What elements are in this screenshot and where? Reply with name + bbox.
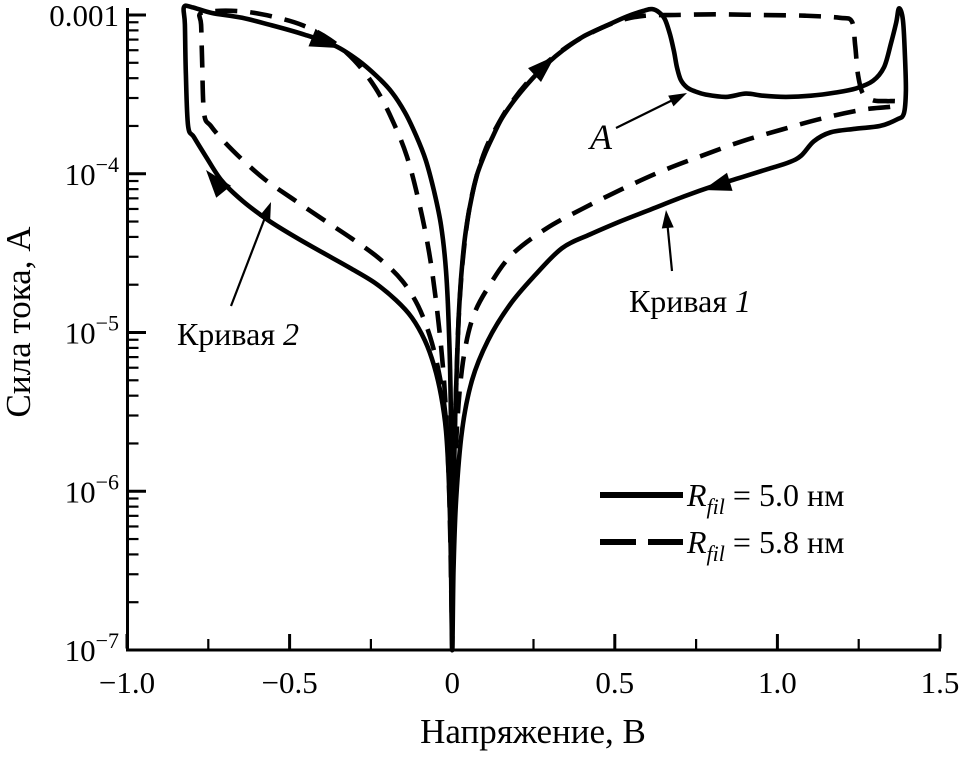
- annotation-arrow-line: [615, 96, 679, 129]
- x-axis-title: Напряжение, В: [420, 712, 646, 751]
- annotation-arrowhead: [668, 93, 687, 107]
- curve-direction-arrow: [206, 170, 232, 198]
- curve-direction-arrow: [528, 56, 555, 83]
- annotation-arrowhead: [258, 202, 271, 221]
- y-tick-label: 0.001: [49, 0, 119, 33]
- y-tick-label: 10−6: [65, 469, 119, 509]
- y-tick-label: 10−5: [65, 311, 119, 351]
- annotation-label: Кривая 2: [177, 316, 299, 352]
- x-tick-label: 0: [444, 665, 460, 700]
- curve-direction-arrow: [308, 28, 338, 48]
- annotation-arrowhead: [661, 210, 674, 229]
- curve-direction-arrow: [703, 172, 733, 191]
- y-axis-title: Сила тока, А: [0, 226, 38, 418]
- y-tick-label: 10−4: [65, 152, 119, 192]
- annotation-arrow-line: [665, 219, 674, 272]
- x-tick-label: 1.0: [758, 665, 797, 700]
- y-tick-label: 10−7: [65, 628, 119, 668]
- x-tick-label: 1.5: [921, 665, 960, 700]
- annotation-label: Кривая 1: [629, 283, 751, 319]
- annotation-arrow-line: [229, 210, 269, 307]
- legend-entry-label: Rfil = 5.0 нм: [686, 477, 844, 519]
- x-tick-label: −0.5: [261, 665, 317, 700]
- chart-generated-layer: 0.001 10−4 10−5 10−6 10−7−1.0 −0.5 0 0.5 1.0 1.5 A…: [49, 0, 959, 700]
- curve-dashed: [196, 8, 901, 653]
- annotation-label: A: [588, 117, 613, 157]
- legend-entry-label: Rfil = 5.8 нм: [686, 524, 844, 566]
- x-tick-label: 0.5: [595, 665, 634, 700]
- x-tick-label: −1.0: [99, 665, 155, 700]
